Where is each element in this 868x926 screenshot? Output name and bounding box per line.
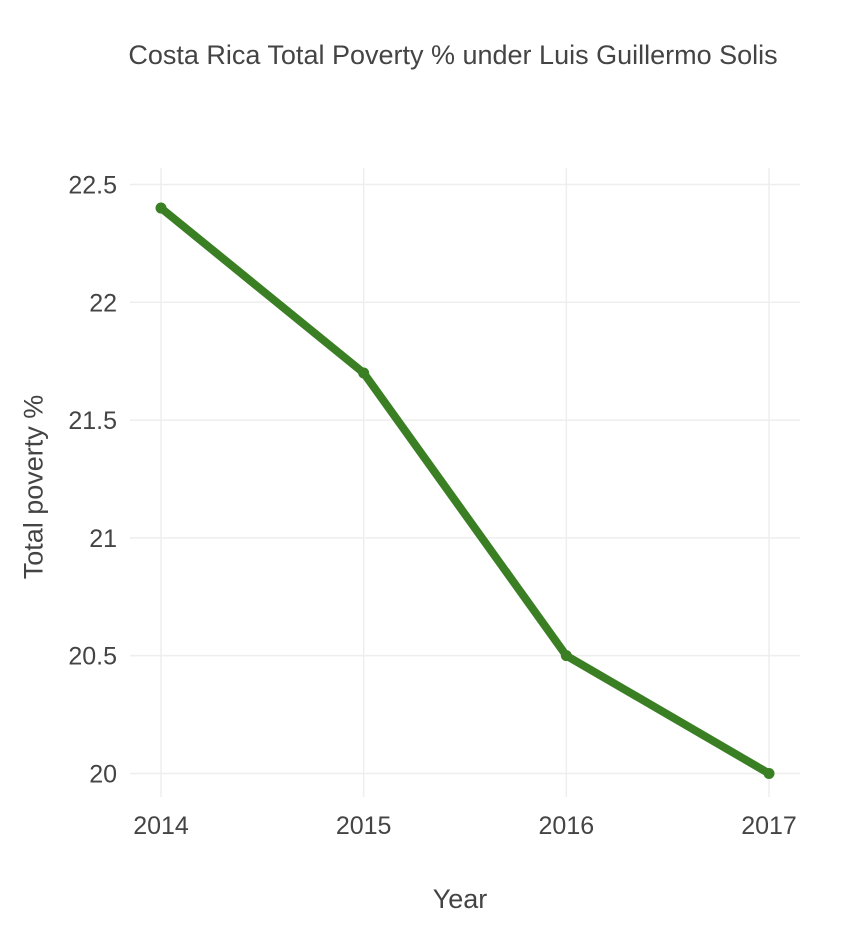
x-tick-label: 2015 [336, 812, 392, 840]
grid-lines [130, 168, 800, 797]
y-tick-label: 22.5 [68, 171, 117, 199]
x-tick-label: 2014 [133, 812, 189, 840]
y-tick-label: 20 [89, 760, 117, 788]
y-tick-label: 21 [89, 525, 117, 553]
data-point [560, 650, 572, 662]
data-point [763, 767, 775, 779]
series-line [157, 204, 773, 778]
data-point [358, 367, 370, 379]
chart-title: Costa Rica Total Poverty % under Luis Gu… [128, 40, 778, 70]
x-tick-label: 2016 [539, 812, 595, 840]
y-tick-label: 20.5 [68, 643, 117, 671]
y-axis-title: Total poverty % [18, 394, 49, 580]
y-tick-label: 22 [89, 289, 117, 317]
x-axis-title: Year [432, 884, 488, 914]
y-tick-label: 21.5 [68, 407, 117, 435]
x-tick-labels: 2014 2015 2016 2017 [133, 812, 797, 840]
x-tick-label: 2017 [741, 812, 797, 840]
y-tick-labels: 20 20.5 21 21.5 22 22.5 [68, 171, 117, 788]
data-point [155, 202, 167, 214]
series-group [155, 202, 775, 779]
